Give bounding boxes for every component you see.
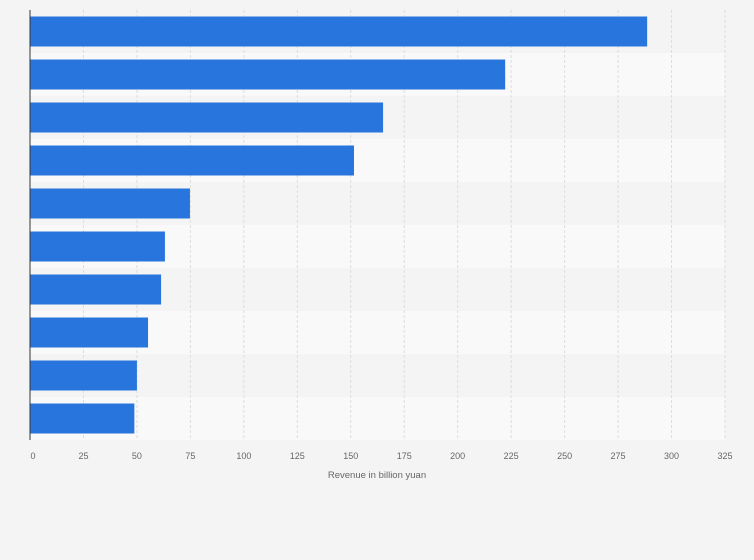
bar (30, 231, 165, 262)
bars (30, 16, 648, 434)
x-tick-label: 25 (78, 451, 88, 461)
x-tick-label: 325 (717, 451, 732, 461)
x-tick-label: 50 (132, 451, 142, 461)
x-tick-label: 175 (397, 451, 412, 461)
bar (30, 59, 506, 90)
x-tick-label: 225 (504, 451, 519, 461)
x-tick-label: 200 (450, 451, 465, 461)
x-axis-label: Revenue in billion yuan (328, 470, 426, 481)
x-tick-label: 300 (664, 451, 679, 461)
bar (30, 188, 190, 219)
x-tick-label: 150 (343, 451, 358, 461)
x-tick-label: 125 (290, 451, 305, 461)
bar (30, 16, 648, 47)
row-background (30, 397, 725, 440)
x-tick-label: 75 (185, 451, 195, 461)
bar (30, 102, 384, 133)
x-tick-label: 250 (557, 451, 572, 461)
bar (30, 274, 162, 305)
x-axis-ticks: 0 25 50 75 100 125 150 175 200 225 250 275 300 325 (30, 451, 732, 461)
x-tick-label: 0 (30, 451, 35, 461)
x-tick-label: 100 (236, 451, 251, 461)
bar (30, 403, 135, 434)
bar (30, 360, 137, 391)
row-background (30, 354, 725, 397)
bar (30, 317, 149, 348)
x-tick-label: 275 (611, 451, 626, 461)
bar (30, 145, 354, 176)
